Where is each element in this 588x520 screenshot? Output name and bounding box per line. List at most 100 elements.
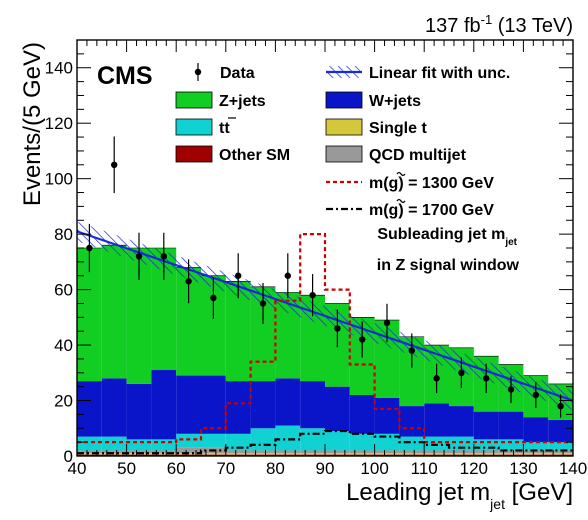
hist-bar-wjets (349, 394, 375, 434)
data-point (507, 386, 515, 393)
hist-bar-single_t (548, 453, 573, 455)
data-point (408, 347, 415, 354)
legend-tilde (396, 198, 406, 204)
data-point (334, 325, 341, 332)
hist-bar-tt (101, 436, 127, 451)
legend-label: Data (220, 65, 255, 82)
hist-bar-single_t (523, 453, 549, 455)
y-axis-label: Events/(5 GeV) (19, 42, 46, 206)
x-axis-label: Leading jet mjet [GeV] (346, 479, 573, 512)
hist-bar-qcd (77, 450, 102, 454)
hist-bar-wjets (176, 375, 201, 434)
legend-swatch (175, 118, 213, 136)
hist-bar-qcd (449, 450, 474, 454)
legend-label: QCD multijet (369, 147, 467, 164)
data-point (235, 272, 242, 279)
legend-entry: W+jets (325, 91, 421, 110)
legend-entry: Z+jets (175, 91, 266, 110)
hist-bar-single_t (201, 453, 226, 455)
legend-swatch (175, 91, 213, 109)
legend-label: Single t (369, 120, 427, 137)
hist-bar-wjets (473, 411, 499, 440)
annotation-line-1: Subleading jet mjet (377, 226, 517, 248)
plot-area (77, 136, 573, 456)
data-point (111, 161, 118, 168)
legend-entry: Single t (325, 118, 427, 137)
legend-marker (194, 68, 202, 76)
legend-label: m(g) = 1700 GeV (369, 202, 494, 219)
x-tick-label: 100 (360, 459, 388, 478)
data-point (359, 336, 366, 343)
data-point (383, 319, 391, 327)
hist-bar-qcd (225, 450, 251, 454)
legend-entry: tt (175, 117, 236, 137)
hist-bar-wjets (523, 417, 549, 443)
legend-entry: Other SM (175, 145, 290, 164)
legend-label: Other SM (219, 147, 290, 164)
x-tick-label: 60 (167, 459, 186, 478)
hist-bar-qcd (325, 450, 350, 454)
legend-entry: Linear fit with unc. (326, 65, 510, 82)
data-point (185, 278, 192, 285)
hist-bar-qcd (399, 450, 425, 454)
hist-bar-qcd (101, 450, 127, 454)
hist-bar-wjets (424, 403, 449, 437)
data-point (433, 375, 440, 382)
hist-bar-single_t (424, 453, 449, 455)
hist-bar-tt (275, 425, 301, 451)
hist-bar-wjets (151, 370, 177, 440)
hist-bar-single_t (250, 453, 276, 455)
y-tick-label: 80 (54, 225, 73, 244)
hist-bar-qcd (523, 450, 549, 454)
data-point (259, 300, 267, 307)
hist-bar-single_t (399, 453, 425, 455)
hist-bar-qcd (349, 450, 375, 454)
legend-entry: Data (194, 63, 255, 82)
legend-swatch (325, 118, 363, 136)
legend-label: Z+jets (219, 93, 266, 110)
hist-bar-tt (77, 436, 102, 451)
hist-bar-qcd (300, 450, 325, 454)
data-point (483, 375, 490, 382)
signal-line-sig1300 (77, 233, 573, 444)
hist-bar-wjets (399, 406, 425, 437)
data-point (532, 391, 539, 399)
hist-bar-single_t (77, 453, 102, 455)
annotation-line-2: in Z signal window (377, 257, 520, 274)
hist-bar-wjets (201, 375, 226, 434)
hist-bar-tt (399, 436, 425, 451)
hist-bar-qcd (424, 450, 449, 454)
hist-bar-single_t (473, 453, 499, 455)
hist-bar-tt (151, 439, 177, 451)
hist-bar-wjets (77, 381, 102, 437)
hist-bar-tt (349, 433, 375, 451)
y-tick-label: 120 (45, 114, 73, 133)
legend-entry: QCD multijet (325, 145, 467, 164)
hist-bar-tt (300, 428, 325, 451)
hist-bar-single_t (449, 453, 474, 455)
hist-bar-tt (548, 442, 573, 451)
hist-bar-wjets (498, 411, 524, 440)
legend: Data Linear fit with unc. Z+jets W+jets tt Si… (175, 63, 510, 219)
data-point (135, 253, 143, 260)
hist-bar-single_t (498, 453, 524, 455)
hist-bar-wjets (275, 378, 301, 426)
hist-bar-tt (473, 439, 499, 451)
hist-bar-tt (250, 428, 276, 451)
fit-line (77, 230, 573, 402)
hist-bar-qcd (151, 450, 177, 454)
hist-bar-qcd (374, 450, 400, 454)
y-tick-label: 140 (45, 59, 73, 78)
hist-bar-wjets (126, 383, 152, 440)
hist-bar-tt (176, 433, 201, 448)
hist-bar-qcd (498, 450, 524, 454)
x-tick-label: 130 (509, 459, 537, 478)
y-tick-label: 60 (54, 281, 73, 300)
hist-bar-tt (374, 433, 400, 451)
hist-bar-wjets (325, 386, 350, 432)
x-tick-label: 90 (316, 459, 335, 478)
legend-entry: m(g) = 1300 GeV (326, 171, 494, 192)
data-point (160, 253, 167, 260)
